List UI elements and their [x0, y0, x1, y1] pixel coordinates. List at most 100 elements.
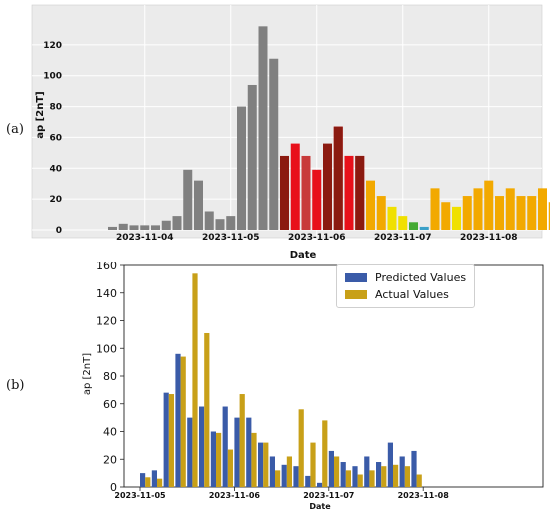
chart-b-bar-predicted: [317, 482, 323, 487]
chart-a-bar: [183, 169, 193, 230]
chart-b-bar-actual: [345, 470, 351, 487]
chart-b-bar-predicted: [258, 442, 264, 487]
legend-swatch-actual: [345, 290, 367, 299]
chart-a-bar: [312, 169, 322, 230]
chart-b-x-axis-label: Date: [309, 502, 331, 511]
chart-b-bar-actual: [204, 332, 210, 487]
chart-b-bar-predicted: [376, 462, 382, 487]
chart-a-bar: [516, 196, 526, 230]
chart-b-bar-predicted: [199, 406, 205, 487]
legend-label-predicted: Predicted Values: [375, 271, 467, 284]
chart-b-bar-actual: [286, 456, 292, 487]
chart-b-bar-predicted: [340, 462, 346, 487]
chart-b-bar-predicted: [222, 406, 228, 487]
chart-a-y-axis-label: ap [2nT]: [35, 91, 46, 138]
chart-b-legend: Predicted Values Actual Values: [336, 264, 476, 308]
chart-b-y-tick-label: 40: [103, 426, 117, 439]
chart-b-bar-actual: [216, 432, 222, 487]
chart-b-bar-actual: [168, 394, 174, 487]
chart-a-y-tick-label: 40: [49, 164, 62, 174]
chart-b-bar-predicted: [210, 431, 216, 487]
chart-a-x-tick-label: 2023-11-07: [374, 233, 432, 243]
chart-b-bar-actual: [239, 394, 245, 487]
chart-b-bar-actual: [263, 442, 269, 487]
chart-b-bar-actual: [251, 432, 257, 487]
chart-b-bar-predicted: [364, 456, 370, 487]
chart-a-bar: [258, 26, 268, 230]
chart-a-bar: [473, 188, 483, 230]
chart-b-y-tick-label: 140: [96, 287, 117, 300]
chart-b-bar-actual: [322, 420, 328, 487]
chart-b-x-tick-label: 2023-11-05: [114, 491, 166, 500]
chart-b-bar-predicted: [328, 450, 334, 487]
chart-a-bar: [505, 188, 515, 230]
chart-b-bar-actual: [334, 456, 340, 487]
chart-b-bar-predicted: [387, 442, 393, 487]
chart-a-bars: [108, 26, 550, 230]
chart-a-bar: [376, 196, 386, 230]
chart-b-bar-actual: [227, 449, 233, 487]
chart-a-bar: [495, 196, 504, 230]
chart-a-bar: [151, 225, 160, 230]
chart-b-bar-predicted: [281, 464, 287, 487]
chart-b-bar-actual: [192, 273, 198, 487]
chart-a-bar: [409, 222, 418, 230]
chart-b-y-ticks: 0 20 40 60 80 100 120 140 160: [96, 262, 124, 494]
chart-a-bar: [290, 143, 300, 230]
chart-a-bar: [462, 196, 472, 230]
chart-b-bar-predicted: [234, 417, 240, 487]
chart-b-x-tick-label: 2023-11-07: [303, 491, 354, 500]
chart-b-bar-predicted: [411, 450, 417, 487]
chart-b-bar-actual: [145, 477, 151, 487]
chart-a-y-tick-label: 60: [49, 133, 62, 143]
chart-b-y-tick-label: 0: [110, 481, 117, 494]
chart-a-y-tick-label: 20: [49, 195, 62, 205]
chart-a-x-ticks: 2023-11-04 2023-11-05 2023-11-06 2023-11-07…: [116, 233, 518, 243]
panel-label-b: (b): [6, 378, 25, 393]
chart-b-y-tick-label: 20: [103, 453, 117, 466]
chart-b-bar-predicted: [352, 466, 358, 487]
chart-b-y-tick-label: 60: [103, 398, 117, 411]
chart-a-bar: [140, 225, 150, 230]
chart-a-bar: [301, 155, 311, 230]
chart-b-y-tick-label: 80: [103, 370, 117, 383]
chart-b-bar-predicted: [246, 417, 252, 487]
chart-a-bar: [441, 202, 451, 230]
chart-a-bar: [527, 196, 537, 230]
chart-a-y-ticks: 0 20 40 60 80 100 120: [43, 41, 62, 236]
chart-b-bar-actual: [357, 474, 363, 487]
chart-b-y-tick-label: 160: [96, 262, 117, 272]
chart-a-x-tick-label: 2023-11-06: [288, 233, 346, 243]
chart-b-bar-actual: [310, 442, 316, 487]
chart-a-bar: [398, 216, 408, 230]
chart-a-y-tick-label: 80: [49, 103, 62, 113]
chart-b-bar-actual: [404, 466, 410, 487]
chart-a-bar: [161, 220, 171, 230]
chart-b-bar-predicted: [140, 473, 146, 487]
chart-b-y-axis-label: ap [2nT]: [82, 353, 93, 395]
chart-a-bar: [366, 180, 375, 230]
chart-b-y-tick-label: 100: [96, 342, 117, 355]
chart-a-bar: [355, 155, 365, 230]
chart-a-bar: [344, 155, 354, 230]
chart-b-bar-actual: [157, 478, 163, 487]
legend-item-predicted: Predicted Values: [345, 269, 466, 286]
chart-b-bar-actual: [381, 466, 387, 487]
chart-a-bar: [129, 225, 139, 230]
chart-b-bar-actual: [393, 464, 399, 487]
chart-a-bar: [269, 58, 279, 230]
panel-label-a: (a): [6, 122, 24, 137]
chart-a-bar: [484, 180, 494, 230]
chart-b-bar-predicted: [163, 392, 169, 487]
chart-b-bar-predicted: [305, 475, 311, 487]
chart-a-bar: [333, 126, 343, 230]
chart-a-bar: [237, 106, 246, 230]
chart-a-x-tick-label: 2023-11-05: [202, 233, 260, 243]
chart-b-bar-predicted: [187, 417, 193, 487]
chart-a-bar: [247, 84, 257, 230]
chart-b-bar-predicted: [151, 470, 157, 487]
chart-a-bar: [387, 206, 397, 230]
chart-a-x-axis-label: Date: [290, 250, 317, 261]
chart-a-bar: [452, 206, 461, 230]
